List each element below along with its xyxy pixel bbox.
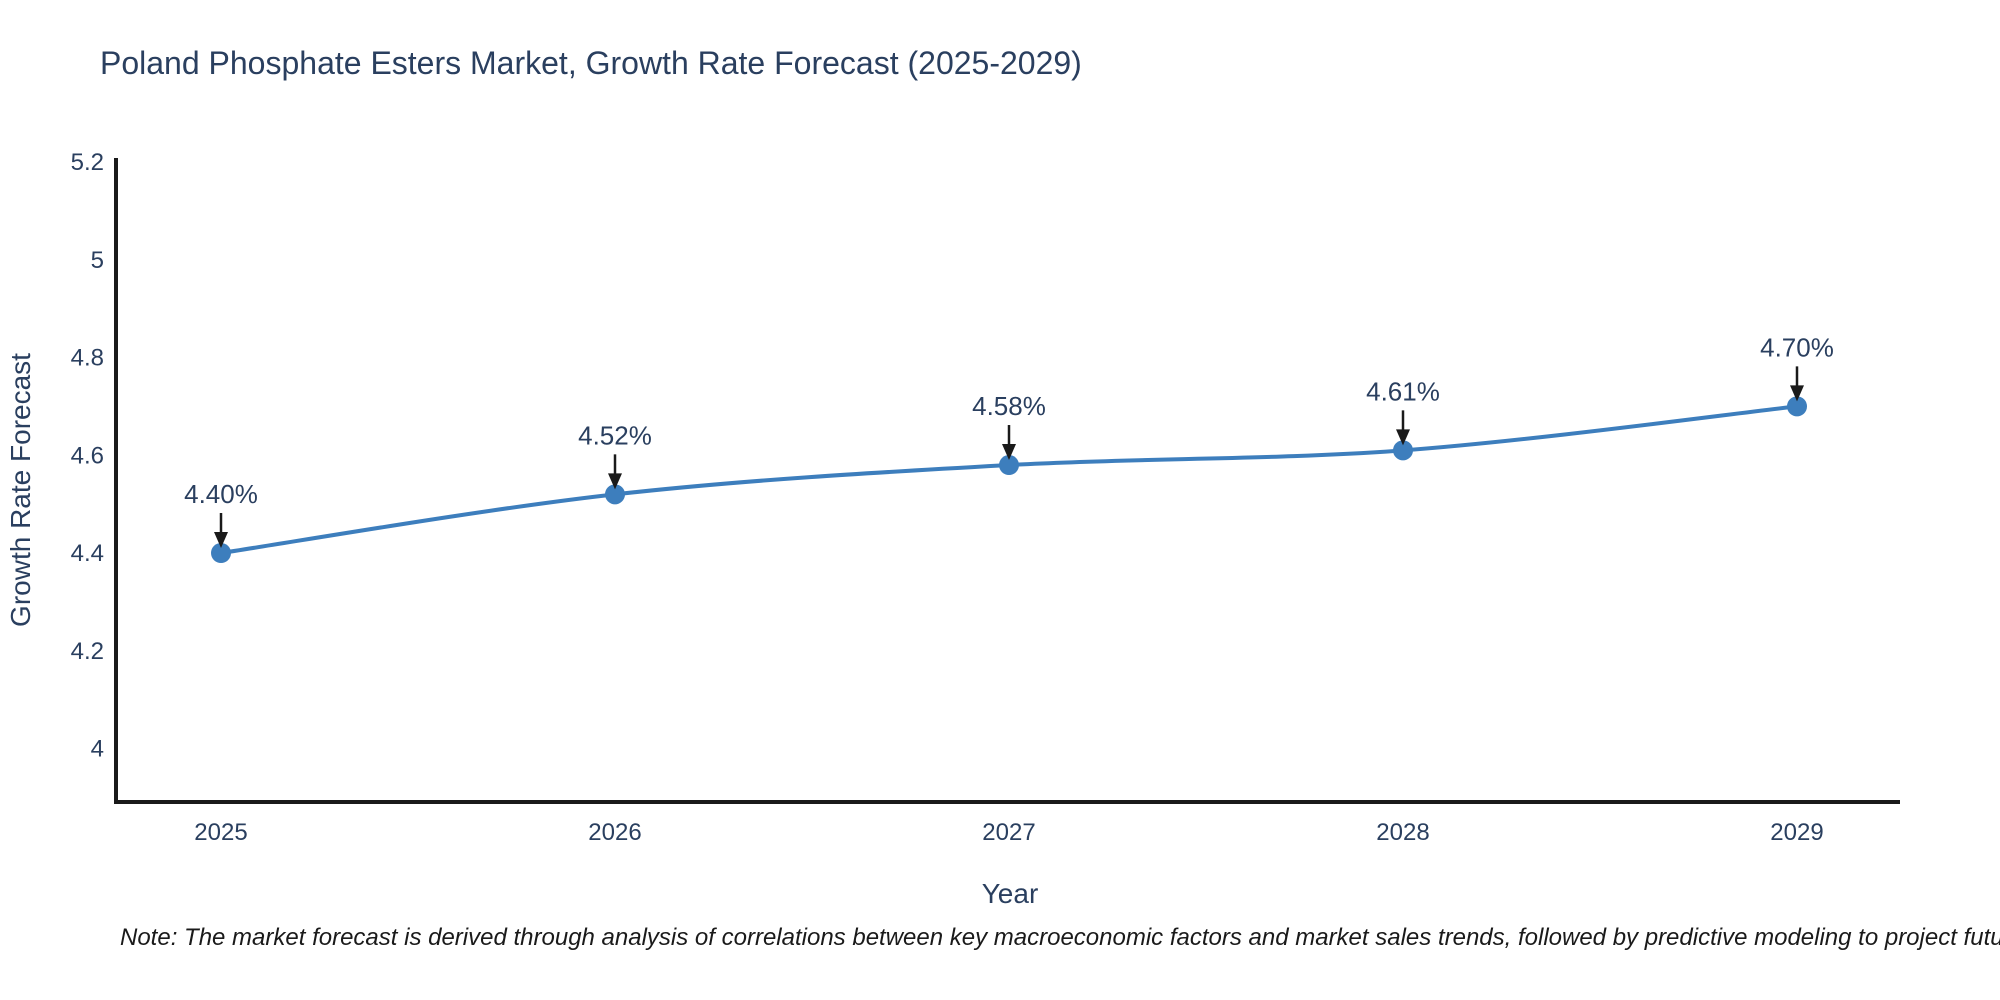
footnote: Note: The market forecast is derived thr… xyxy=(120,924,2000,951)
y-tick-label: 5 xyxy=(91,247,104,274)
x-tick-label: 2025 xyxy=(194,819,247,846)
x-tick-label: 2027 xyxy=(982,819,1035,846)
data-point-marker xyxy=(1787,396,1807,417)
y-axis-tick-labels: 4 4.2 4.4 4.6 4.8 5 5.2 xyxy=(71,149,104,763)
y-tick-label: 4.2 xyxy=(71,638,104,665)
y-tick-label: 4 xyxy=(91,736,104,763)
point-value-label: 4.61% xyxy=(1366,376,1440,406)
y-tick-label: 5.2 xyxy=(71,149,104,176)
annotation-arrowhead-icon xyxy=(1790,385,1804,402)
line-trace xyxy=(211,396,1807,563)
y-tick-label: 4.6 xyxy=(71,442,104,469)
y-axis-title: Growth Rate Forecast xyxy=(5,353,36,627)
y-tick-label: 4.4 xyxy=(71,540,104,567)
annotation-arrowhead-icon xyxy=(1002,444,1016,461)
data-point-marker xyxy=(1393,440,1413,461)
y-tick-label: 4.8 xyxy=(71,345,104,372)
x-axis-title: Year xyxy=(982,878,1039,909)
point-value-label: 4.70% xyxy=(1760,332,1834,362)
data-point-marker xyxy=(211,543,231,563)
point-value-label: 4.58% xyxy=(972,391,1046,421)
x-tick-label: 2028 xyxy=(1376,819,1429,846)
annotation-arrowhead-icon xyxy=(1396,429,1410,446)
x-axis-tick-labels: 2025 2026 2027 2028 2029 xyxy=(194,819,1823,846)
annotation-arrowhead-icon xyxy=(214,532,228,548)
point-value-label: 4.40% xyxy=(184,479,258,509)
chart-title: Poland Phosphate Esters Market, Growth R… xyxy=(100,45,1082,81)
data-point-marker xyxy=(999,455,1019,476)
x-tick-label: 2026 xyxy=(588,819,641,846)
point-value-label: 4.52% xyxy=(578,420,652,450)
x-tick-label: 2029 xyxy=(1770,819,1823,846)
point-annotations: 4.40% 4.52% 4.58% 4.61% 4.70% xyxy=(184,332,1834,548)
annotation-arrowhead-icon xyxy=(608,473,622,490)
data-point-marker xyxy=(605,484,625,505)
